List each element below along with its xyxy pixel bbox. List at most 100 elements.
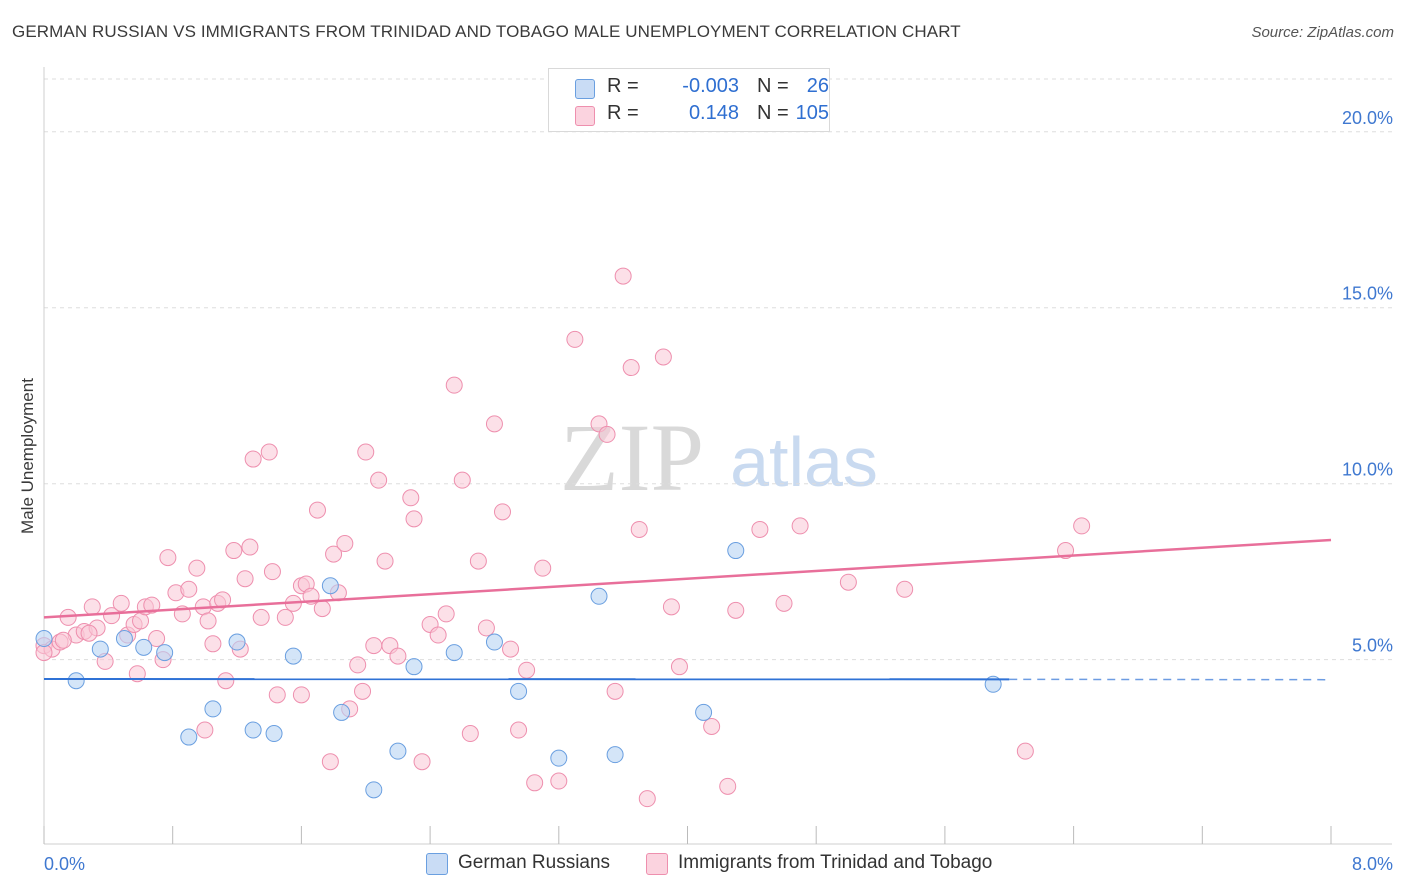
data-point-immigrants xyxy=(308,501,326,519)
data-point-german-russians xyxy=(590,587,608,605)
legend-n-label: N = xyxy=(757,102,789,124)
data-point-german-russians xyxy=(550,749,568,767)
data-point-german-russians xyxy=(333,703,351,721)
data-point-immigrants xyxy=(376,552,394,570)
data-point-immigrants xyxy=(566,330,584,348)
data-point-immigrants xyxy=(83,598,101,616)
data-point-immigrants xyxy=(526,774,544,792)
data-point-immigrants xyxy=(510,721,528,739)
legend-r-value: -0.003 xyxy=(682,75,739,97)
data-point-immigrants xyxy=(244,450,262,468)
legend-n-value: 105 xyxy=(795,102,829,124)
data-point-immigrants xyxy=(276,608,294,626)
chart-title: GERMAN RUSSIAN VS IMMIGRANTS FROM TRINID… xyxy=(12,22,961,41)
y-tick-label: 15.0% xyxy=(1342,284,1393,304)
trend-line-immigrants xyxy=(43,538,1332,619)
data-point-immigrants xyxy=(313,600,331,618)
x-tick-label: 8.0% xyxy=(1352,854,1393,874)
data-point-immigrants xyxy=(321,753,339,771)
data-point-immigrants xyxy=(598,425,616,443)
data-point-immigrants xyxy=(775,594,793,612)
data-point-immigrants xyxy=(445,376,463,394)
data-point-german-russians xyxy=(228,633,246,651)
data-point-german-russians xyxy=(35,630,53,648)
data-point-german-russians xyxy=(265,725,283,743)
legend-swatch-pink xyxy=(646,853,668,875)
data-point-german-russians xyxy=(67,672,85,690)
data-point-german-russians xyxy=(135,638,153,656)
legend-label: Immigrants from Trinidad and Tobago xyxy=(678,852,993,873)
watermark-zip: ZIP xyxy=(560,404,704,511)
data-point-immigrants xyxy=(727,601,745,619)
data-point-immigrants xyxy=(325,545,343,563)
legend-r-label: R = xyxy=(607,102,639,124)
data-point-german-russians xyxy=(606,746,624,764)
data-point-immigrants xyxy=(236,570,254,588)
data-point-immigrants xyxy=(159,549,177,567)
data-point-german-russians xyxy=(485,633,503,651)
data-point-immigrants xyxy=(199,612,217,630)
data-point-immigrants xyxy=(103,607,121,625)
data-point-german-russians xyxy=(244,721,262,739)
data-point-immigrants xyxy=(204,635,222,653)
legend-label: German Russians xyxy=(458,852,611,873)
data-point-german-russians xyxy=(727,542,745,560)
legend-swatch-pink xyxy=(575,106,595,126)
data-point-immigrants xyxy=(703,718,721,736)
data-point-immigrants xyxy=(80,624,98,642)
data-point-immigrants xyxy=(241,538,259,556)
data-point-immigrants xyxy=(662,598,680,616)
data-point-immigrants xyxy=(148,630,166,648)
legend-r-label: R = xyxy=(607,75,639,97)
y-tick-label: 20.0% xyxy=(1342,108,1393,128)
data-point-immigrants xyxy=(365,637,383,655)
legend-swatch-blue xyxy=(575,79,595,99)
data-point-immigrants xyxy=(336,535,354,553)
data-point-immigrants xyxy=(654,348,672,366)
data-point-immigrants xyxy=(896,580,914,598)
data-point-immigrants xyxy=(54,631,72,649)
data-point-immigrants xyxy=(534,559,552,577)
data-point-immigrants xyxy=(188,559,206,577)
data-point-immigrants xyxy=(606,682,624,700)
data-point-german-russians xyxy=(284,647,302,665)
data-point-immigrants xyxy=(550,772,568,790)
legend-n-label: N = xyxy=(757,75,789,97)
data-point-immigrants xyxy=(402,489,420,507)
data-point-immigrants xyxy=(453,471,471,489)
data-point-immigrants xyxy=(719,777,737,795)
data-point-german-russians xyxy=(91,640,109,658)
data-point-german-russians xyxy=(156,644,174,662)
data-point-immigrants xyxy=(217,672,235,690)
data-point-german-russians xyxy=(180,728,198,746)
data-point-immigrants xyxy=(622,359,640,377)
data-point-immigrants xyxy=(112,594,130,612)
trend-lines xyxy=(43,538,1332,681)
data-point-immigrants xyxy=(128,665,146,683)
series-german-russians xyxy=(35,542,1002,799)
y-tick-label: 5.0% xyxy=(1352,636,1393,656)
data-point-immigrants xyxy=(180,580,198,598)
data-point-immigrants xyxy=(389,647,407,665)
legend-swatch-blue xyxy=(426,853,448,875)
data-point-immigrants xyxy=(461,725,479,743)
x-tick-label: 0.0% xyxy=(44,854,85,874)
axes xyxy=(43,67,1392,845)
tick-labels: 5.0% 10.0% 15.0% 20.0% 0.0% 8.0% xyxy=(44,108,1393,874)
data-point-immigrants xyxy=(518,661,536,679)
watermark: ZIP atlas xyxy=(560,404,878,511)
data-point-immigrants xyxy=(252,608,270,626)
legend-r-value: 0.148 xyxy=(688,102,739,124)
data-point-immigrants xyxy=(670,658,688,676)
y-tick-label: 10.0% xyxy=(1342,460,1393,480)
data-point-german-russians xyxy=(510,682,528,700)
data-point-immigrants xyxy=(477,619,495,637)
data-point-immigrants xyxy=(751,520,769,538)
data-point-immigrants xyxy=(292,686,310,704)
data-point-immigrants xyxy=(469,552,487,570)
data-point-immigrants xyxy=(413,753,431,771)
data-point-german-russians xyxy=(445,644,463,662)
data-point-german-russians xyxy=(115,630,133,648)
data-point-immigrants xyxy=(437,605,455,623)
